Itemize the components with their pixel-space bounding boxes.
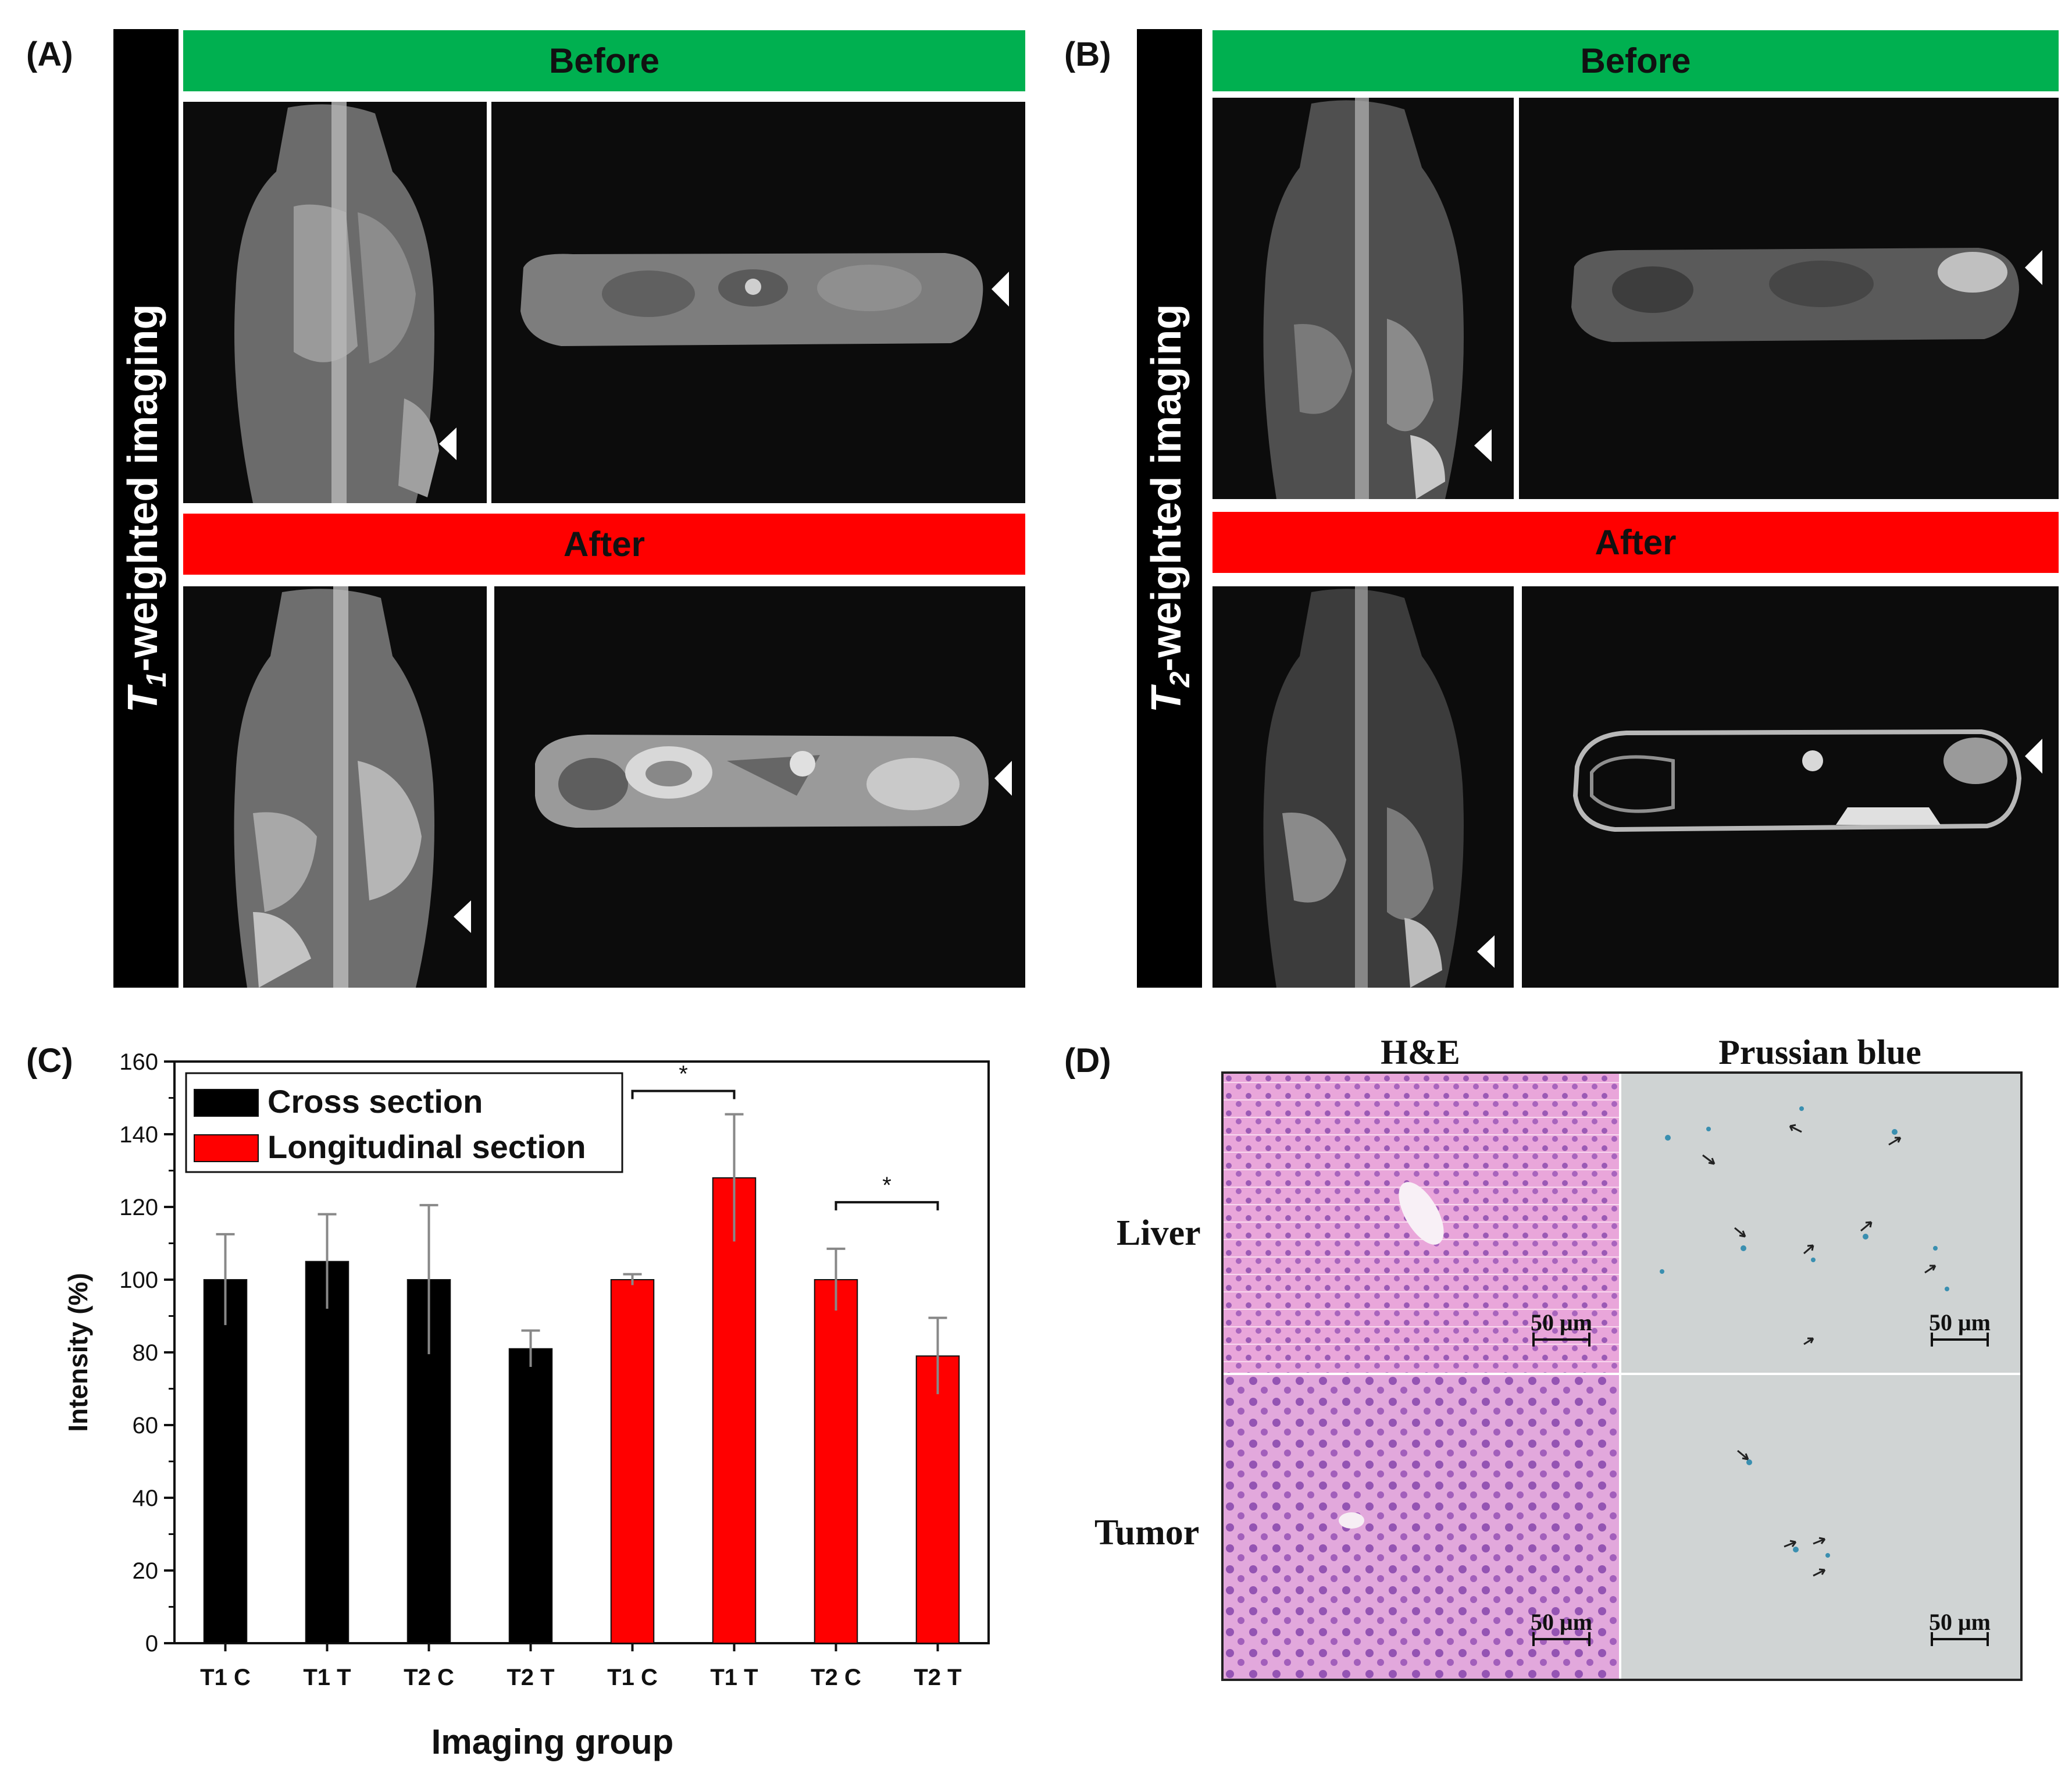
bar-longitudinal-6 [814, 1279, 858, 1644]
legend-swatch-1 [194, 1134, 259, 1162]
panel-a-after-coronal-image [183, 586, 487, 988]
y-axis-label: Intensity (%) [63, 1273, 93, 1431]
legend-swatch-0 [194, 1089, 259, 1117]
significance-bracket-0 [631, 1089, 736, 1099]
significance-label-0: * [679, 1062, 688, 1087]
panel-a-before-coronal-image [183, 102, 487, 503]
tumor-prussian-blue-image [1621, 1375, 2020, 1679]
scale-bar-liver-prussian: 50 μm [1922, 1309, 1998, 1347]
panel-c-letter: (C) [26, 1042, 73, 1080]
panel-b-side-label: T2-weighted imaging [1143, 304, 1196, 713]
scale-bar-liver-he: 50 μm [1524, 1309, 1599, 1347]
bar-longitudinal-5 [712, 1177, 757, 1644]
x-tick-label-6: T2 C [811, 1665, 861, 1690]
x-tick-label-3: T2 T [507, 1665, 554, 1690]
panel-a-after-axial-image [494, 586, 1025, 988]
x-tick-label-5: T1 T [710, 1665, 758, 1690]
panel-b-after-axial-image [1522, 586, 2059, 988]
y-tick-label: 100 [119, 1267, 158, 1293]
y-tick-label: 120 [119, 1195, 158, 1220]
panel-b-before-banner: Before [1212, 30, 2059, 91]
x-tick-label-4: T1 C [607, 1665, 658, 1690]
scale-bar-tumor-he: 50 μm [1524, 1608, 1599, 1646]
x-tick-label-0: T1 C [200, 1665, 251, 1690]
panel-b-side-bar: T2-weighted imaging [1137, 29, 1202, 988]
column-header-prussian-blue: Prussian blue [1718, 1033, 1921, 1071]
y-tick-label: 60 [133, 1413, 159, 1438]
y-tick-label: 140 [119, 1122, 158, 1148]
x-tick-label-7: T2 T [914, 1665, 961, 1690]
intensity-bar-chart: 0 20 40 60 80 100 120 140 160 T1 C T1 T T2 C T2 T T1 … [63, 1049, 990, 1761]
panel-a-before-banner: Before [183, 30, 1025, 91]
x-tick-label-2: T2 C [404, 1665, 454, 1690]
y-tick-label: 0 [145, 1631, 158, 1657]
y-tick-label: 20 [133, 1558, 159, 1584]
liver-he-image [1224, 1074, 1619, 1373]
panel-d-letter: (D) [1064, 1042, 1111, 1080]
column-header-he: H&E [1381, 1033, 1460, 1071]
histology-grid-frame [1221, 1071, 2023, 1681]
row-header-tumor: Tumor [1094, 1513, 1200, 1552]
x-tick-label-1: T1 T [303, 1665, 351, 1690]
bar-cross-0 [203, 1279, 248, 1644]
scale-bar-tumor-prussian: 50 μm [1922, 1608, 1998, 1646]
significance-bracket-1 [834, 1201, 939, 1210]
panel-b-before-axial-image [1519, 98, 2059, 499]
panel-a-after-banner: After [183, 514, 1025, 575]
panel-a-side-bar: T1-weighted imaging [113, 29, 179, 988]
panel-a-letter: (A) [26, 35, 73, 73]
bar-longitudinal-7 [915, 1355, 960, 1644]
significance-label-1: * [882, 1173, 891, 1198]
panel-a-side-label: T1-weighted imaging [119, 304, 173, 713]
legend-label-1: Longitudinal section [268, 1128, 586, 1165]
panel-b-after-banner: After [1212, 512, 2059, 573]
panel-b-before-coronal-image [1212, 98, 1514, 499]
legend-label-0: Cross section [268, 1083, 483, 1120]
bar-cross-3 [508, 1348, 553, 1644]
row-header-liver: Liver [1117, 1213, 1201, 1253]
bar-longitudinal-4 [610, 1279, 655, 1644]
y-tick-label: 40 [133, 1486, 159, 1511]
liver-prussian-blue-image [1621, 1074, 2020, 1373]
panel-a-before-axial-image [491, 102, 1025, 503]
y-tick-label: 160 [119, 1049, 158, 1075]
x-axis-label: Imaging group [431, 1722, 674, 1761]
y-tick-label: 80 [133, 1340, 159, 1366]
bar-cross-1 [305, 1260, 350, 1644]
panel-b-after-coronal-image [1212, 586, 1514, 988]
tumor-he-image [1224, 1375, 1619, 1679]
panel-b-letter: (B) [1064, 35, 1111, 73]
